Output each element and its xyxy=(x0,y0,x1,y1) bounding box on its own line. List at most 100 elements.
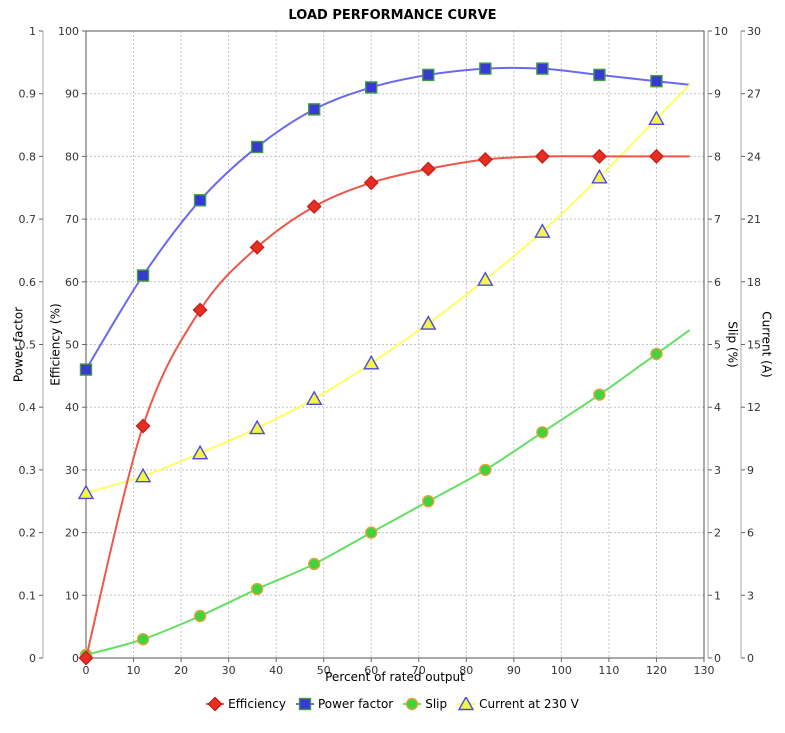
diamond-marker xyxy=(648,148,664,164)
tick-label-cur: 3 xyxy=(747,589,754,602)
diamond-marker xyxy=(477,152,493,168)
diamond-marker xyxy=(363,175,379,191)
tick-label-pf: 0.5 xyxy=(19,339,37,352)
tick-label-x: 40 xyxy=(269,664,283,677)
square-marker xyxy=(422,68,435,82)
triangle-marker xyxy=(363,354,380,370)
legend-marker-slip-icon xyxy=(403,697,422,711)
tick-label-slip: 4 xyxy=(714,401,721,414)
tick-label-slip: 5 xyxy=(714,339,721,352)
tick-label-pf: 1 xyxy=(29,25,36,38)
tick-label-eff: 80 xyxy=(65,150,79,163)
diamond-marker xyxy=(306,199,322,215)
diamond-marker xyxy=(591,148,607,164)
legend-label-slip: Slip xyxy=(425,697,448,711)
triangle-marker xyxy=(134,467,152,483)
tick-label-cur: 27 xyxy=(747,88,761,101)
circle-marker xyxy=(193,609,207,623)
tick-label-cur: 24 xyxy=(747,150,761,163)
tick-label-eff: 40 xyxy=(65,401,79,414)
legend-triangle xyxy=(457,697,475,711)
tick-label-pf: 0.4 xyxy=(19,401,37,414)
legend-item-slip: Slip xyxy=(403,697,447,711)
tick-label-eff: 50 xyxy=(65,339,79,352)
legend-item-power-factor: Power factor xyxy=(295,697,394,711)
legend-label-power-factor: Power factor xyxy=(317,697,394,711)
legend-marker-power-factor-icon xyxy=(295,697,314,711)
tick-label-pf: 0.2 xyxy=(19,527,37,540)
axis-title-current: Current (A) xyxy=(759,311,774,378)
circle-marker xyxy=(250,582,264,596)
square-marker xyxy=(193,194,207,207)
tick-label-cur: 9 xyxy=(747,464,754,477)
tick-label-slip: 1 xyxy=(714,589,721,602)
tick-label-pf: 0.6 xyxy=(19,276,37,289)
tick-label-pf: 0 xyxy=(29,652,36,665)
legend-marker-efficiency-icon xyxy=(206,697,225,711)
square-marker xyxy=(136,269,150,282)
tick-label-cur: 6 xyxy=(747,527,754,540)
triangle-marker xyxy=(420,315,437,330)
legend-marker-current-at-230-v-icon xyxy=(457,697,476,711)
square-marker xyxy=(365,81,378,94)
tick-label-cur: 18 xyxy=(747,276,761,289)
diamond-marker xyxy=(78,650,94,666)
tick-label-slip: 3 xyxy=(714,464,721,477)
chart-title: LOAD PERFORMANCE CURVE xyxy=(288,8,497,23)
circle-marker xyxy=(479,463,492,477)
square-marker xyxy=(307,103,321,116)
tick-label-eff: 10 xyxy=(65,589,79,602)
diamond-marker xyxy=(534,148,550,164)
circle-marker xyxy=(593,388,606,401)
square-marker xyxy=(593,68,606,82)
tick-label-pf: 0.9 xyxy=(19,88,37,101)
tick-label-eff: 60 xyxy=(65,276,79,289)
tick-label-x: 100 xyxy=(551,664,572,677)
tick-label-slip: 8 xyxy=(714,150,721,163)
tick-label-x: 0 xyxy=(83,664,90,677)
diamond-marker xyxy=(135,418,151,434)
tick-label-eff: 90 xyxy=(65,88,79,101)
series-power-factor xyxy=(79,62,690,376)
tick-label-x: 10 xyxy=(127,664,141,677)
tick-label-slip: 7 xyxy=(714,213,721,226)
series-efficiency xyxy=(78,148,690,666)
legend-label-current-at-230-v: Current at 230 V xyxy=(479,697,579,711)
legend-circle xyxy=(406,697,419,711)
axis-title-slip: Slip (%) xyxy=(725,321,740,368)
tick-label-pf: 0.3 xyxy=(19,464,37,477)
tick-label-eff: 100 xyxy=(58,25,79,38)
legend-item-current-at-230-v: Current at 230 V xyxy=(457,697,579,711)
triangle-marker xyxy=(248,419,266,435)
tick-label-pf: 0.1 xyxy=(19,589,37,602)
legend-item-efficiency: Efficiency xyxy=(206,697,286,711)
tick-label-eff: 70 xyxy=(65,213,79,226)
diamond-marker xyxy=(249,239,265,255)
diamond-marker xyxy=(420,161,436,177)
tick-label-slip: 9 xyxy=(714,88,721,101)
x-axis-title: Percent of rated output xyxy=(325,670,465,684)
tick-label-eff: 30 xyxy=(65,464,79,477)
tick-label-eff: 0 xyxy=(72,652,79,665)
tick-label-slip: 2 xyxy=(714,527,721,540)
tick-label-x: 60 xyxy=(364,664,378,677)
triangle-marker xyxy=(534,223,551,238)
tick-label-slip: 10 xyxy=(714,25,728,38)
series-current-at-230-v xyxy=(77,83,691,500)
tick-label-eff: 20 xyxy=(65,527,79,540)
triangle-marker xyxy=(77,484,95,500)
square-marker xyxy=(536,62,549,75)
legend-square xyxy=(298,697,312,711)
triangle-marker xyxy=(305,390,323,406)
tick-label-x: 50 xyxy=(317,664,331,677)
triangle-marker xyxy=(191,444,209,460)
tick-label-x: 130 xyxy=(694,664,715,677)
circle-marker xyxy=(650,347,663,361)
tick-label-x: 30 xyxy=(222,664,236,677)
square-marker xyxy=(250,140,264,154)
tick-label-cur: 30 xyxy=(747,25,761,38)
tick-label-pf: 0.7 xyxy=(19,213,37,226)
tick-label-cur: 0 xyxy=(747,652,754,665)
